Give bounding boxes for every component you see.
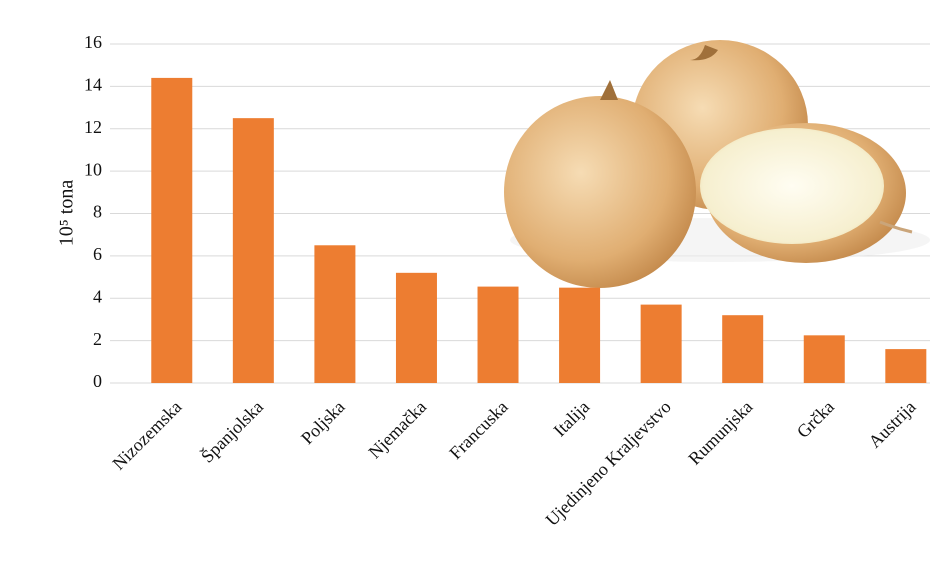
x-tick-label: Nizozemska: [108, 397, 185, 474]
bar: [395, 272, 437, 383]
y-tick-label: 6: [93, 244, 102, 264]
y-axis-label: 10⁵ tona: [56, 180, 78, 247]
x-tick-label: Rumunjska: [684, 397, 756, 469]
x-tick-label: Francuska: [445, 397, 511, 463]
bar: [477, 286, 519, 383]
bar: [722, 315, 764, 383]
bar: [232, 118, 274, 383]
y-tick-label: 14: [84, 75, 102, 95]
x-tick-label: Njemačka: [364, 397, 430, 463]
x-tick-label: Austrija: [864, 397, 919, 452]
x-tick-label: Italija: [549, 397, 593, 441]
bar: [885, 349, 927, 383]
y-tick-label: 0: [93, 371, 102, 391]
y-tick-label: 8: [93, 202, 102, 222]
y-tick-label: 4: [93, 286, 102, 306]
y-tick-label: 10: [84, 159, 102, 179]
bar: [151, 77, 193, 384]
y-tick-label: 16: [84, 32, 102, 52]
x-tick-label: Grčka: [793, 397, 838, 442]
x-tick-label: Poljska: [297, 397, 349, 449]
bar: [559, 287, 601, 383]
y-tick-label: 2: [93, 329, 102, 349]
bar: [803, 335, 845, 383]
y-tick-label: 12: [84, 117, 102, 137]
bar: [314, 245, 356, 383]
bars: [151, 77, 927, 384]
x-tick-label: Španjolska: [196, 396, 267, 467]
onion-illustration: [504, 40, 930, 288]
bar: [640, 304, 682, 383]
